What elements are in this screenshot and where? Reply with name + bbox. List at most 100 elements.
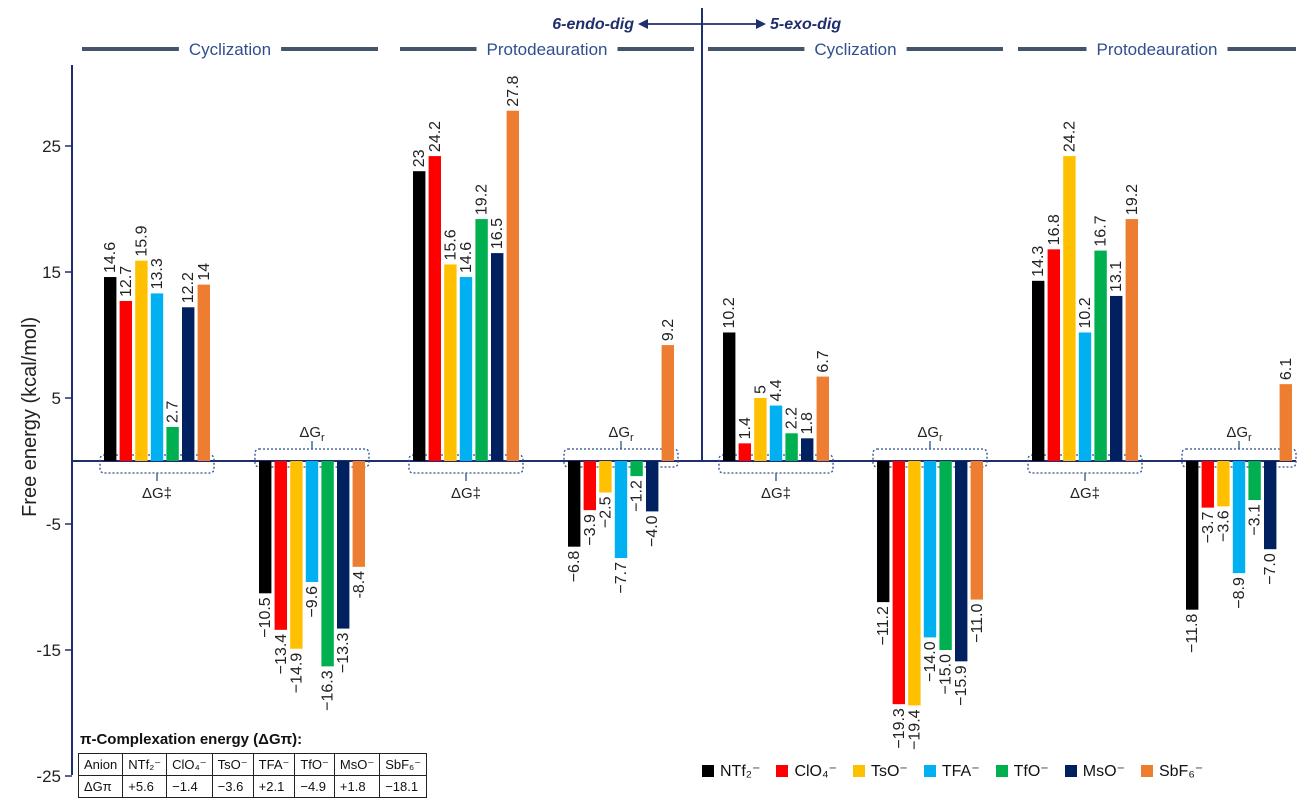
y-tick-label: -5 (46, 515, 61, 534)
data-label: 12.2 (180, 272, 197, 303)
table-cell: NTf₂⁻ (122, 753, 168, 776)
bar (1110, 295, 1123, 461)
data-label: −19.4 (906, 709, 923, 750)
table-cell: ΔGπ (77, 775, 124, 798)
bracket-label: ΔGr (917, 424, 943, 444)
bar (754, 398, 767, 461)
table-cell: −1.4 (166, 775, 213, 798)
bar (413, 171, 426, 461)
data-label: −11.8 (1184, 614, 1201, 653)
data-label: 6.7 (815, 350, 832, 372)
bar (274, 461, 287, 630)
table-cell: Anion (77, 753, 124, 776)
bar (769, 405, 783, 461)
bar (305, 461, 319, 582)
y-tick-label: 5 (52, 389, 61, 408)
bar (1063, 156, 1076, 461)
bar (646, 461, 659, 512)
bar (428, 156, 441, 461)
bar (723, 332, 736, 461)
data-label: −3.1 (1247, 504, 1264, 536)
data-label: 5 (752, 385, 769, 394)
data-label: −6.8 (566, 551, 583, 583)
data-label: 9.2 (660, 319, 677, 341)
data-label: −7.7 (613, 562, 630, 594)
legend-item: MsO⁻ (1064, 761, 1125, 781)
y-tick-label: -15 (36, 641, 61, 660)
bar (785, 433, 798, 461)
data-label: 14.6 (458, 242, 475, 273)
y-axis-label: Free energy (kcal/mol) (19, 317, 41, 517)
legend-swatch (923, 765, 936, 777)
bar (599, 461, 612, 493)
data-label: −8.9 (1231, 577, 1248, 609)
bar (166, 426, 179, 461)
legend-item: TFA⁻ (923, 761, 980, 781)
legend-swatch (995, 765, 1008, 777)
data-label: −11.0 (969, 603, 986, 642)
data-label: 2.2 (784, 407, 801, 429)
legend-item: NTf₂⁻ (702, 761, 760, 781)
bracket-label: ΔGr (608, 424, 634, 444)
data-label: 24.2 (1061, 121, 1078, 152)
legend: NTf₂⁻ ClO₄⁻ TsO⁻ TFA⁻ TfO⁻ MsO⁻ SbF₆⁻ (702, 759, 1203, 783)
data-label: 16.7 (1093, 215, 1110, 246)
data-label: 15.9 (133, 225, 150, 256)
right-arrow-head (756, 19, 766, 29)
table-cell: MsO⁻ (333, 753, 381, 776)
data-label: 1.8 (799, 412, 816, 434)
data-label: −4.0 (644, 515, 661, 547)
data-label: 14 (196, 263, 213, 281)
legend-swatch (1064, 765, 1077, 777)
data-label: 1.4 (737, 417, 754, 439)
data-label: −10.5 (257, 597, 274, 638)
table-title: π-Complexation energy (ΔGπ): (80, 731, 303, 748)
data-label: 13.3 (149, 258, 166, 289)
bar (104, 277, 117, 461)
table-cell: +2.1 (252, 775, 296, 798)
bar (955, 461, 968, 662)
table-cell: TsO⁻ (211, 753, 254, 776)
bar (816, 376, 829, 461)
data-label: −11.2 (875, 606, 892, 645)
data-label: 14.3 (1030, 246, 1047, 277)
bracket-label: ΔG‡ (761, 485, 791, 502)
legend-item: ClO₄⁻ (776, 761, 837, 781)
bar (1248, 461, 1261, 501)
data-label: 12.7 (118, 266, 135, 297)
data-label: 4.4 (768, 379, 785, 401)
data-label: −16.3 (320, 670, 337, 711)
data-labels: 14.612.715.913.32.712.214−10.5−13.4−14.9… (102, 75, 1295, 749)
table-cell: +5.6 (122, 775, 168, 798)
data-label: 10.2 (721, 297, 738, 328)
table-cell: TfO⁻ (294, 753, 335, 776)
data-label: 10.2 (1077, 297, 1094, 328)
bar (352, 461, 365, 567)
bar (630, 461, 643, 477)
legend-swatch (1140, 765, 1153, 777)
bar (908, 461, 921, 706)
data-label: −7.0 (1262, 553, 1279, 585)
bar (259, 461, 272, 594)
phase-headers: Cyclization Protodeauration Cyclization Pro… (82, 40, 1296, 59)
bar (939, 461, 952, 650)
data-label: 19.2 (1124, 184, 1141, 215)
table-cell: SbF₆⁻ (379, 753, 428, 776)
y-tick-label: 25 (42, 137, 61, 156)
data-label: 14.6 (102, 242, 119, 273)
data-label: −19.3 (891, 708, 908, 749)
legend-item: TsO⁻ (852, 761, 908, 781)
phase-label: Cyclization (189, 40, 271, 59)
legend-label: ClO₄⁻ (794, 763, 837, 780)
bar (877, 461, 890, 603)
table-cell: −4.9 (294, 775, 335, 798)
data-label: −13.4 (273, 634, 290, 675)
y-tick-label: -25 (36, 767, 61, 786)
data-label: -8.4 (351, 571, 368, 599)
table-header-row: Anion NTf₂⁻ ClO₄⁻ TsO⁻ TFA⁻ TfO⁻ MsO⁻ Sb… (77, 753, 428, 776)
bar (321, 461, 334, 667)
bar (738, 443, 751, 461)
bracket-label: ΔGr (299, 424, 325, 444)
bar (1125, 219, 1138, 461)
